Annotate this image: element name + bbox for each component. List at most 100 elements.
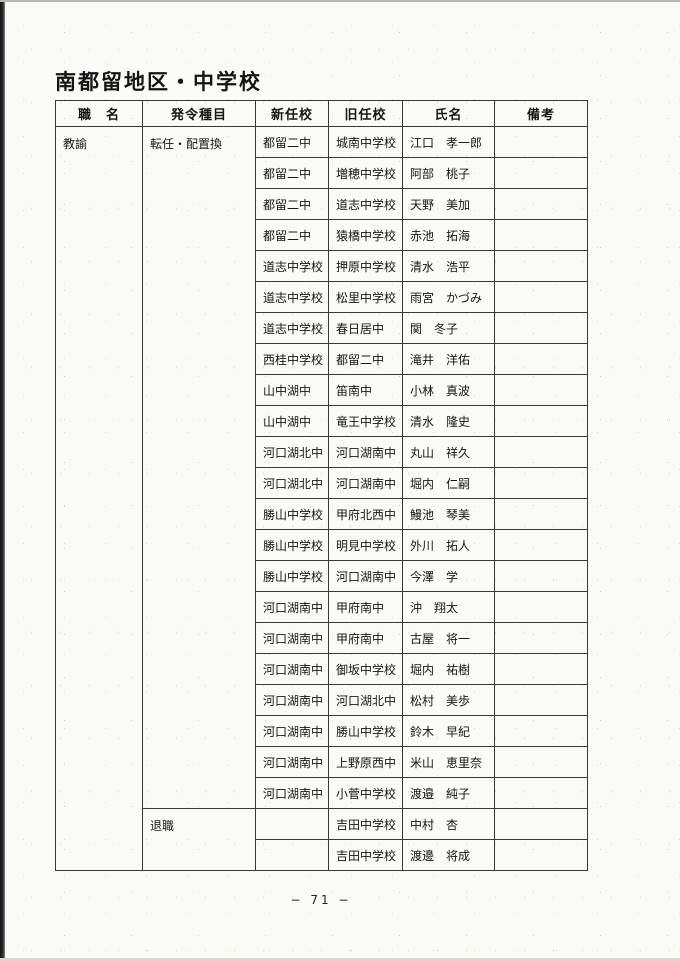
- cell-name: 丸山 祥久: [402, 436, 495, 468]
- cell-new-school: 山中湖中: [255, 405, 329, 437]
- cell-order-type: 退職: [142, 808, 256, 871]
- table-row: 河口湖南中 勝山中学校 鈴木 早紀: [56, 715, 588, 747]
- table-row: 道志中学校 松里中学校 雨宮 かづみ: [56, 281, 588, 313]
- cell-name: 今澤 学: [402, 560, 495, 592]
- cell-name: 江口 孝一郎: [402, 126, 495, 158]
- cell-remarks: [494, 653, 588, 685]
- cell-remarks: [494, 622, 588, 654]
- table-row: 吉田中学校 渡邊 将成: [56, 839, 588, 871]
- cell-new-school: 河口湖南中: [255, 653, 329, 685]
- cell-old-school: 押原中学校: [328, 250, 403, 282]
- cell-new-school: 河口湖南中: [255, 777, 329, 809]
- table-row: 山中湖中 竜王中学校 清水 隆史: [56, 405, 588, 437]
- cell-name: 外川 拓人: [402, 529, 495, 561]
- cell-new-school: 河口湖北中: [255, 436, 329, 468]
- cell-remarks: [494, 560, 588, 592]
- scan-edge-top: [0, 0, 680, 2]
- cell-new-school: 道志中学校: [255, 312, 329, 344]
- cell-name: 渡邊 将成: [402, 839, 495, 871]
- table-header: 職 名 発令種目 新任校 旧任校 氏名 備考: [55, 100, 588, 127]
- cell-remarks: [494, 374, 588, 406]
- table-row: 勝山中学校 河口湖南中 今澤 学: [56, 560, 588, 592]
- table-row: 山中湖中 笛南中 小林 真波: [56, 374, 588, 406]
- table-header-row: 職 名 発令種目 新任校 旧任校 氏名 備考: [55, 100, 588, 127]
- cell-remarks: [494, 312, 588, 344]
- cell-new-school: 都留二中: [255, 188, 329, 220]
- table-row: 道志中学校 押原中学校 清水 浩平: [56, 250, 588, 282]
- table-row: 退職 吉田中学校 中村 杏: [56, 808, 588, 871]
- cell-new-school: 河口湖南中: [255, 622, 329, 654]
- cell-old-school: 吉田中学校: [328, 808, 403, 840]
- cell-remarks: [494, 436, 588, 468]
- cell-remarks: [494, 343, 588, 375]
- cell-old-school: 道志中学校: [328, 188, 403, 220]
- cell-remarks: [494, 715, 588, 747]
- table-row: 教諭 転任・配置換 都留二中 城南中学校 江口 孝一郎: [55, 126, 588, 871]
- cell-remarks: [494, 126, 588, 158]
- cell-old-school: 春日居中: [328, 312, 403, 344]
- cell-new-school: 勝山中学校: [255, 560, 329, 592]
- page-number: − 71 −: [290, 893, 352, 907]
- header-cell-position: 職 名: [55, 100, 143, 127]
- table-row: 勝山中学校 甲府北西中 鰻池 琴美: [56, 498, 588, 530]
- cell-name: 阿部 桃子: [402, 157, 495, 189]
- cell-old-school: 竜王中学校: [328, 405, 403, 437]
- cell-old-school: 甲府南中: [328, 622, 403, 654]
- cell-remarks: [494, 250, 588, 282]
- table-row: 河口湖南中 上野原西中 米山 恵里奈: [56, 746, 588, 778]
- cell-name: 古屋 将一: [402, 622, 495, 654]
- cell-old-school: 上野原西中: [328, 746, 403, 778]
- cell-old-school: 甲府北西中: [328, 498, 403, 530]
- cell-remarks: [494, 498, 588, 530]
- cell-name: 清水 隆史: [402, 405, 495, 437]
- scan-edge-left: [0, 0, 5, 961]
- header-cell-remarks: 備考: [494, 100, 588, 127]
- cell-remarks: [494, 746, 588, 778]
- cell-order-type: 転任・配置換: [142, 126, 256, 809]
- transfer-table-body: 教諭 転任・配置換 都留二中 城南中学校 江口 孝一郎 都留二中 増穂中学校 阿部 桃子 都留二…: [55, 126, 588, 871]
- cell-new-school: 河口湖南中: [255, 591, 329, 623]
- cell-remarks: [494, 467, 588, 499]
- table-row: 都留二中 道志中学校 天野 美加: [56, 188, 588, 220]
- cell-old-school: 御坂中学校: [328, 653, 403, 685]
- table-row: 勝山中学校 明見中学校 外川 拓人: [56, 529, 588, 561]
- cell-new-school: 河口湖南中: [255, 746, 329, 778]
- cell-remarks: [494, 684, 588, 716]
- table-row: 西桂中学校 都留二中 滝井 洋佑: [56, 343, 588, 375]
- cell-new-school: 河口湖南中: [255, 715, 329, 747]
- cell-name: 赤池 拓海: [402, 219, 495, 251]
- table-row: 都留二中 猿橋中学校 赤池 拓海: [56, 219, 588, 251]
- cell-old-school: 小菅中学校: [328, 777, 403, 809]
- cell-remarks: [494, 281, 588, 313]
- cell-new-school: 道志中学校: [255, 281, 329, 313]
- cell-name: 沖 翔太: [402, 591, 495, 623]
- cell-new-school: 山中湖中: [255, 374, 329, 406]
- table-row: 河口湖南中 甲府南中 古屋 将一: [56, 622, 588, 654]
- cell-remarks: [494, 777, 588, 809]
- header-cell-new-school: 新任校: [255, 100, 329, 127]
- cell-old-school: 河口湖南中: [328, 467, 403, 499]
- cell-name: 鰻池 琴美: [402, 498, 495, 530]
- cell-old-school: 松里中学校: [328, 281, 403, 313]
- page-title: 南都留地区・中学校: [55, 70, 262, 95]
- cell-old-school: 都留二中: [328, 343, 403, 375]
- cell-new-school: 都留二中: [255, 157, 329, 189]
- cell-name: 松村 美歩: [402, 684, 495, 716]
- table-row: 河口湖南中 御坂中学校 堀内 祐樹: [56, 653, 588, 685]
- cell-old-school: 明見中学校: [328, 529, 403, 561]
- cell-name: 小林 真波: [402, 374, 495, 406]
- cell-old-school: 笛南中: [328, 374, 403, 406]
- cell-name: 堀内 仁嗣: [402, 467, 495, 499]
- cell-old-school: 河口湖南中: [328, 436, 403, 468]
- cell-new-school: 勝山中学校: [255, 529, 329, 561]
- cell-remarks: [494, 529, 588, 561]
- cell-name: 渡邉 純子: [402, 777, 495, 809]
- cell-new-school: [255, 808, 329, 840]
- cell-old-school: 甲府南中: [328, 591, 403, 623]
- transfer-table: 職 名 発令種目 新任校 旧任校 氏名 備考 教諭 転任・配置換 都留二中 城南中学校…: [55, 100, 588, 871]
- header-cell-name: 氏名: [402, 100, 495, 127]
- cell-remarks: [494, 188, 588, 220]
- cell-remarks: [494, 591, 588, 623]
- cell-remarks: [494, 839, 588, 871]
- table-row: 河口湖南中 甲府南中沖 翔太: [56, 591, 588, 623]
